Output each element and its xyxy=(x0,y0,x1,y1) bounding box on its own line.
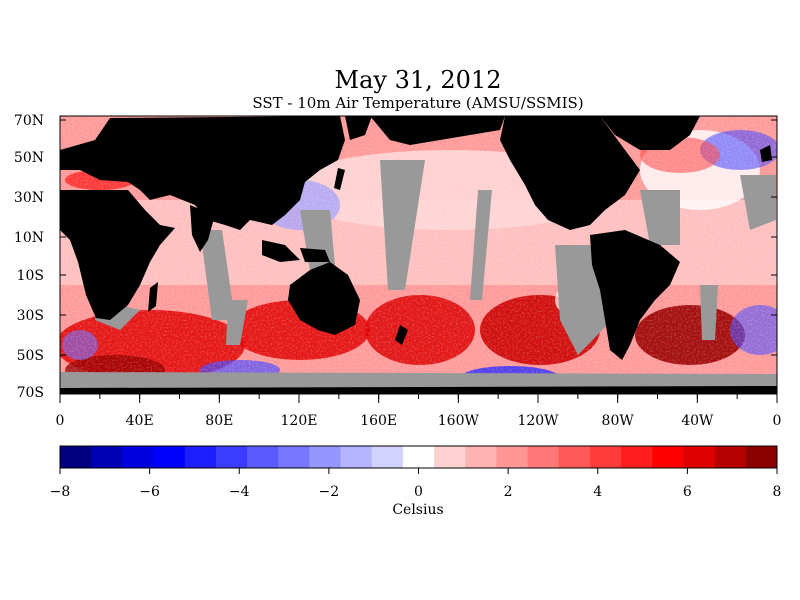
colorbar-swatch xyxy=(215,446,248,468)
lon-label: 0 xyxy=(773,413,782,429)
latitude-axis: 70N 50N 30N 10N 10S 30S 50S 70S xyxy=(14,113,777,401)
lat-label: 30S xyxy=(17,308,44,324)
colorbar-tick-label: −8 xyxy=(50,484,71,500)
lat-label: 50S xyxy=(17,348,44,364)
colorbar-tick-label: −2 xyxy=(319,484,340,500)
longitude-axis: 0 40E 80E 120E 160E 160W 120W 80W 40W 0 xyxy=(56,394,782,429)
lon-label: 120E xyxy=(281,413,318,429)
colorbar-tick-label: −4 xyxy=(229,484,250,500)
colorbar-swatch xyxy=(402,446,435,468)
lat-label: 70N xyxy=(14,113,44,129)
colorbar-unit-label: Celsius xyxy=(392,502,443,518)
colorbar-swatch xyxy=(153,446,186,468)
lon-label: 40W xyxy=(681,413,714,429)
lon-label: 160E xyxy=(360,413,397,429)
colorbar-swatch xyxy=(652,446,684,468)
colorbar-swatch xyxy=(558,446,591,468)
colorbar-tick-label: −6 xyxy=(139,484,160,500)
map-subtitle: SST - 10m Air Temperature (AMSU/SSMIS) xyxy=(252,94,584,112)
lat-label: 50N xyxy=(14,150,44,166)
colorbar-swatch xyxy=(434,446,466,468)
lon-label: 120W xyxy=(517,413,559,429)
lat-label: 10S xyxy=(17,268,44,284)
colorbar-swatch xyxy=(371,446,404,468)
colorbar-tick-label: 2 xyxy=(504,484,513,500)
map-field xyxy=(60,116,777,394)
colorbar-swatch xyxy=(714,446,747,468)
lat-label: 70S xyxy=(17,385,44,401)
colorbar-swatch xyxy=(60,446,92,468)
colorbar-swatch xyxy=(621,446,653,468)
lon-label: 80W xyxy=(602,413,635,429)
lon-label: 40E xyxy=(126,413,154,429)
colorbar-swatch xyxy=(745,446,778,468)
colorbar-swatch xyxy=(683,446,716,468)
colorbar-swatch xyxy=(184,446,217,468)
land-masses xyxy=(60,116,777,394)
colorbar-swatch xyxy=(91,446,123,468)
colorbar-swatch xyxy=(247,446,279,468)
lon-label: 160W xyxy=(438,413,480,429)
colorbar-tick-label: 0 xyxy=(414,484,423,500)
colorbar: −8 −6 −4 −2 0 2 4 6 8 xyxy=(50,445,782,500)
colorbar-tick-label: 6 xyxy=(683,484,692,500)
colorbar-swatch xyxy=(122,446,155,468)
lon-label: 0 xyxy=(56,413,65,429)
colorbar-tick-label: 4 xyxy=(593,484,602,500)
colorbar-swatch xyxy=(496,446,529,468)
lat-label: 30N xyxy=(14,190,44,206)
map-title: May 31, 2012 xyxy=(334,66,502,94)
lon-label: 80E xyxy=(205,413,233,429)
colorbar-swatch xyxy=(465,446,497,468)
colorbar-tick-label: 8 xyxy=(773,484,782,500)
lat-label: 10N xyxy=(14,230,44,246)
colorbar-swatch xyxy=(278,446,310,468)
colorbar-swatch xyxy=(527,446,560,468)
colorbar-swatch xyxy=(589,446,622,468)
colorbar-swatch xyxy=(309,446,342,468)
colorbar-swatch xyxy=(340,446,373,468)
